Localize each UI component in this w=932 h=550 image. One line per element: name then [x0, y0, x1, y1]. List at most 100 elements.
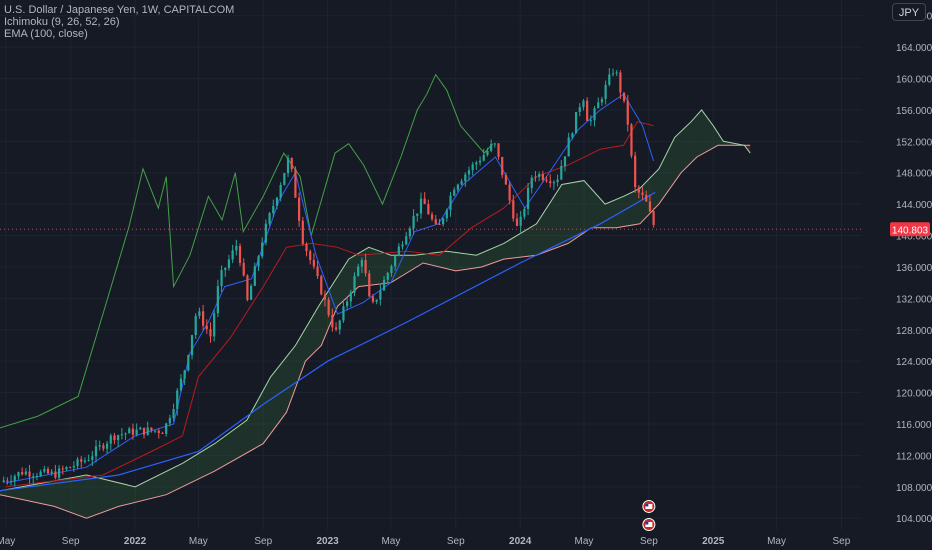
- candle-body: [611, 73, 615, 75]
- flag-icon-stripes: [645, 503, 653, 509]
- candle-body: [346, 301, 349, 307]
- candle-body: [545, 179, 548, 182]
- cloud-segment: [509, 237, 514, 259]
- cloud-segment: [103, 479, 108, 513]
- candle-body: [523, 208, 526, 217]
- candle-body: [334, 327, 338, 330]
- cloud-segment: [372, 248, 377, 285]
- candle-body: [120, 434, 123, 436]
- cloud-segment: [273, 368, 277, 431]
- cloud-segment: [528, 226, 532, 257]
- leading-span-a: [0, 109, 751, 492]
- candle-body: [364, 260, 367, 274]
- cloud-segment: [110, 480, 115, 510]
- time-tick-label: May: [381, 536, 400, 547]
- candle-body: [250, 285, 253, 300]
- candle-body: [486, 150, 489, 155]
- candle-body: [24, 471, 27, 475]
- cloud-segment: [114, 481, 119, 508]
- cloud-segment: [332, 278, 337, 319]
- cloud-segment: [439, 251, 444, 268]
- price-tick-label: 112.000: [896, 451, 932, 462]
- candle-body: [69, 467, 72, 469]
- cloud-segment: [417, 254, 421, 267]
- candle-body: [552, 182, 556, 184]
- candle-body: [597, 102, 600, 109]
- cloud-segment: [132, 486, 137, 503]
- cloud-segment: [33, 484, 37, 503]
- cloud-segment: [221, 435, 226, 468]
- cloud-segment: [66, 478, 71, 513]
- candle-body: [205, 325, 208, 330]
- candle-body: [556, 179, 559, 183]
- cloud-segment: [240, 422, 244, 457]
- cloud-segment: [70, 477, 74, 514]
- candle-body: [360, 260, 364, 267]
- cloud-segment: [712, 124, 717, 149]
- candle-body: [246, 275, 249, 300]
- price-tick-label: 136.000: [896, 263, 932, 274]
- candle-body: [641, 192, 644, 195]
- cloud-segment: [62, 478, 67, 511]
- cloud-segment: [446, 251, 451, 270]
- cloud-segment: [118, 482, 122, 507]
- cloud-segment: [140, 482, 145, 502]
- candle-body: [464, 174, 467, 182]
- candle-body: [626, 100, 629, 125]
- cloud-segment: [77, 475, 82, 517]
- candle-body: [405, 236, 408, 245]
- cloud-segment: [243, 419, 248, 455]
- cloud-segment: [535, 219, 540, 256]
- cloud-segment: [169, 467, 174, 493]
- candle-body: [323, 294, 327, 300]
- cloud-segment: [48, 481, 52, 506]
- conversion-line: [5, 93, 655, 484]
- cloud-segment: [487, 248, 492, 265]
- cloud-segment: [166, 469, 170, 495]
- candle-body: [512, 200, 515, 219]
- cloud-segment: [631, 190, 636, 226]
- cloud-segment: [594, 192, 599, 228]
- candle-body: [9, 480, 13, 482]
- candle-body: [54, 471, 57, 478]
- cloud-segment: [361, 249, 366, 287]
- candle-body: [634, 155, 637, 188]
- time-tick-label: May: [767, 536, 786, 547]
- candle-body: [298, 197, 301, 221]
- cloud-segment: [716, 130, 721, 147]
- cloud-segment: [609, 200, 614, 228]
- cloud-segment: [262, 385, 266, 445]
- cloud-segment: [420, 253, 425, 265]
- cloud-segment: [199, 450, 204, 479]
- cloud-segment: [516, 233, 521, 258]
- candle-body: [600, 99, 604, 103]
- candle-body: [442, 218, 445, 225]
- cloud-segment: [443, 251, 447, 269]
- candle-body: [201, 311, 205, 326]
- cloud-segment: [88, 475, 93, 518]
- price-axis: 104.000 108.000 112.000 116.000 120.000 124.0…: [890, 12, 932, 525]
- cloud-segment: [683, 125, 687, 171]
- event-markers: [642, 499, 656, 532]
- cloud-segment: [121, 483, 126, 506]
- candle-body: [427, 204, 430, 215]
- cloud-segment: [339, 267, 344, 305]
- cloud-segment: [217, 438, 222, 470]
- cloud-segment: [177, 464, 181, 490]
- candle-body: [131, 428, 135, 435]
- cloud-segment: [310, 314, 314, 357]
- cloud-segment: [424, 253, 429, 265]
- last-price-tag: [890, 222, 930, 237]
- cloud-segment: [613, 199, 617, 228]
- indicator-lines: [0, 73, 751, 519]
- cloud-segment: [465, 253, 469, 270]
- cloud-segment: [635, 188, 639, 225]
- candle-body: [456, 184, 460, 190]
- candle-body: [272, 205, 275, 214]
- candle-body: [508, 184, 511, 201]
- price-tick-label: 108.000: [896, 483, 932, 494]
- cloud-segment: [642, 181, 647, 222]
- currency-button[interactable]: JPY: [892, 3, 926, 21]
- candle-body: [652, 211, 655, 225]
